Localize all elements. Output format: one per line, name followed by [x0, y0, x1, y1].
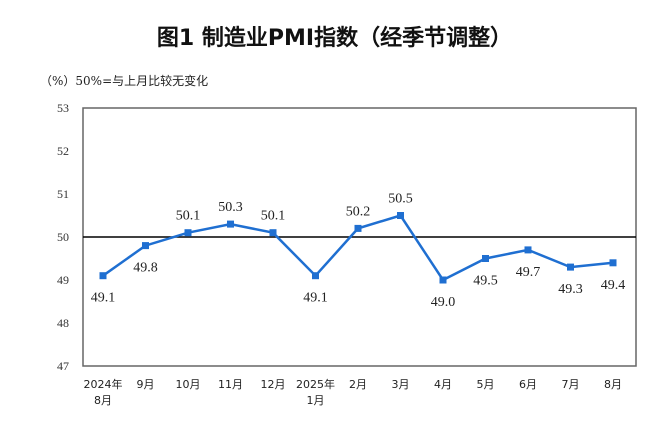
x-tick-label: 8月 [94, 394, 112, 407]
data-point [439, 276, 447, 284]
data-point [482, 255, 489, 262]
data-label: 49.1 [303, 291, 328, 306]
x-tick-label: 10月 [176, 378, 201, 391]
x-tick-label: 12月 [261, 378, 286, 391]
y-tick-label: 53 [57, 101, 69, 115]
y-tick-label: 51 [57, 187, 69, 201]
data-point [609, 259, 617, 267]
y-tick-label: 48 [57, 316, 69, 330]
data-label: 50.1 [261, 209, 286, 224]
data-label: 49.4 [601, 278, 626, 293]
y-tick-label: 49 [57, 273, 69, 287]
data-label: 49.1 [91, 291, 116, 306]
y-tick-label: 50 [57, 230, 69, 244]
x-tick-label: 9月 [137, 378, 155, 391]
data-label: 50.3 [218, 200, 243, 215]
x-tick-label: 3月 [392, 378, 410, 391]
data-point [312, 272, 319, 280]
chart-title: 图1 制造业PMI指数（经季节调整） [156, 26, 513, 51]
data-point [227, 220, 234, 228]
data-point [269, 229, 277, 237]
data-label: 49.3 [558, 282, 583, 297]
data-point [567, 263, 574, 271]
data-label: 50.1 [176, 209, 201, 224]
x-tick-label: 2025年 [296, 377, 335, 391]
x-tick-label: 6月 [519, 378, 537, 391]
unit-annotation: （%）50%=与上月比较无变化 [40, 72, 208, 89]
x-tick-label: 11月 [218, 378, 243, 391]
y-tick-label: 47 [57, 359, 69, 373]
data-point [354, 224, 362, 232]
x-tick-label: 1月 [307, 394, 325, 407]
x-tick-label: 4月 [434, 378, 452, 391]
data-point [524, 246, 532, 254]
reference-note: 50%=与上月比较无变化 [75, 74, 209, 88]
x-tick-label: 8月 [604, 378, 622, 391]
data-label: 49.0 [431, 295, 456, 310]
data-label: 50.2 [346, 204, 371, 219]
x-tick-label: 2024年 [84, 377, 123, 391]
data-point [142, 242, 149, 250]
data-label: 50.5 [388, 192, 413, 207]
x-tick-label: 2月 [349, 378, 367, 391]
data-label: 49.5 [473, 274, 498, 289]
x-tick-label: 5月 [477, 378, 495, 391]
data-label: 49.7 [516, 265, 541, 280]
data-point [397, 212, 404, 219]
unit-label: （%） [40, 74, 76, 88]
x-tick-label: 7月 [562, 378, 580, 391]
data-label: 49.8 [133, 261, 158, 276]
data-point [99, 272, 107, 280]
y-tick-label: 52 [57, 144, 69, 158]
data-point [184, 229, 192, 237]
